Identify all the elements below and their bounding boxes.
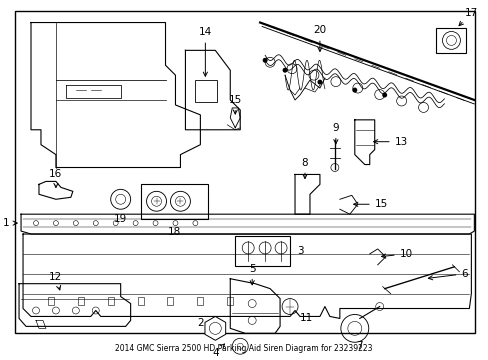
- Bar: [167, 297, 173, 305]
- Bar: [195, 80, 217, 102]
- Bar: [235, 236, 289, 266]
- Text: 15: 15: [353, 199, 387, 209]
- Bar: [197, 297, 203, 305]
- Text: 2: 2: [197, 318, 203, 328]
- Bar: [78, 297, 83, 305]
- Text: 1: 1: [2, 218, 17, 228]
- Text: 2014 GMC Sierra 2500 HD Parking Aid Siren Diagram for 23239223: 2014 GMC Sierra 2500 HD Parking Aid Sire…: [115, 344, 372, 353]
- Circle shape: [317, 80, 322, 85]
- Text: 11: 11: [300, 314, 313, 323]
- Text: 18: 18: [167, 227, 181, 237]
- Text: 4: 4: [212, 344, 224, 358]
- Circle shape: [282, 68, 287, 73]
- Text: 17: 17: [458, 8, 477, 26]
- Text: 12: 12: [49, 272, 62, 290]
- Text: 16: 16: [49, 170, 62, 188]
- Text: 10: 10: [381, 249, 412, 259]
- Text: 14: 14: [198, 27, 212, 76]
- Bar: [436, 28, 466, 53]
- Text: 9: 9: [332, 123, 339, 144]
- Circle shape: [382, 93, 386, 98]
- Circle shape: [351, 87, 357, 93]
- Text: 13: 13: [373, 137, 407, 147]
- Text: 15: 15: [228, 95, 242, 114]
- Circle shape: [262, 58, 267, 63]
- Text: 5: 5: [248, 264, 255, 285]
- Text: 20: 20: [313, 26, 326, 51]
- Bar: [107, 297, 114, 305]
- Text: 8: 8: [301, 158, 307, 179]
- Text: 6: 6: [427, 269, 467, 280]
- Text: 19: 19: [114, 214, 127, 224]
- Text: 7: 7: [356, 341, 363, 351]
- Bar: [48, 297, 54, 305]
- Bar: [141, 184, 208, 219]
- Bar: [137, 297, 143, 305]
- Text: 3: 3: [296, 246, 303, 256]
- Bar: [227, 297, 233, 305]
